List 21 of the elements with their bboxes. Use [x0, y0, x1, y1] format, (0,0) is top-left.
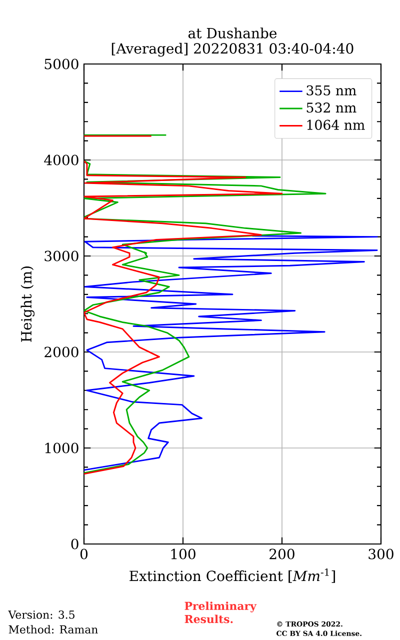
x-tick-label: 100 — [171, 548, 196, 560]
chart-subtitle: [Averaged] 20220831 03:40-04:40 — [112, 42, 354, 57]
text: Preliminary Results. — [184, 602, 257, 624]
y-tick-label: 5000 — [44, 58, 78, 70]
legend-label: 355 nm — [306, 85, 356, 96]
y-tick-label: 0 — [71, 538, 78, 550]
legend-label: 532 nm — [306, 102, 356, 113]
chart-title: at Dushanbe — [188, 28, 277, 38]
legend-label: 1064 nm — [307, 120, 365, 130]
text: Version: 3.5 — [8, 610, 74, 619]
y-tick-label: 1000 — [45, 442, 78, 454]
line-series — [84, 235, 378, 471]
y-tick-label: 4000 — [44, 154, 78, 166]
y-tick-label: 2000 — [44, 346, 78, 358]
x-tick-label: 300 — [368, 548, 394, 560]
x-axis-title: Extinction Coefficient [Mm$^{-1}$] — [130, 568, 335, 583]
x-tick-label: 200 — [270, 548, 294, 560]
y-axis-title: Height (m) — [20, 266, 35, 342]
x-tick-label: 0 — [80, 548, 88, 560]
text: Method: Raman — [8, 625, 98, 634]
y-tick-label: 3000 — [44, 250, 78, 262]
